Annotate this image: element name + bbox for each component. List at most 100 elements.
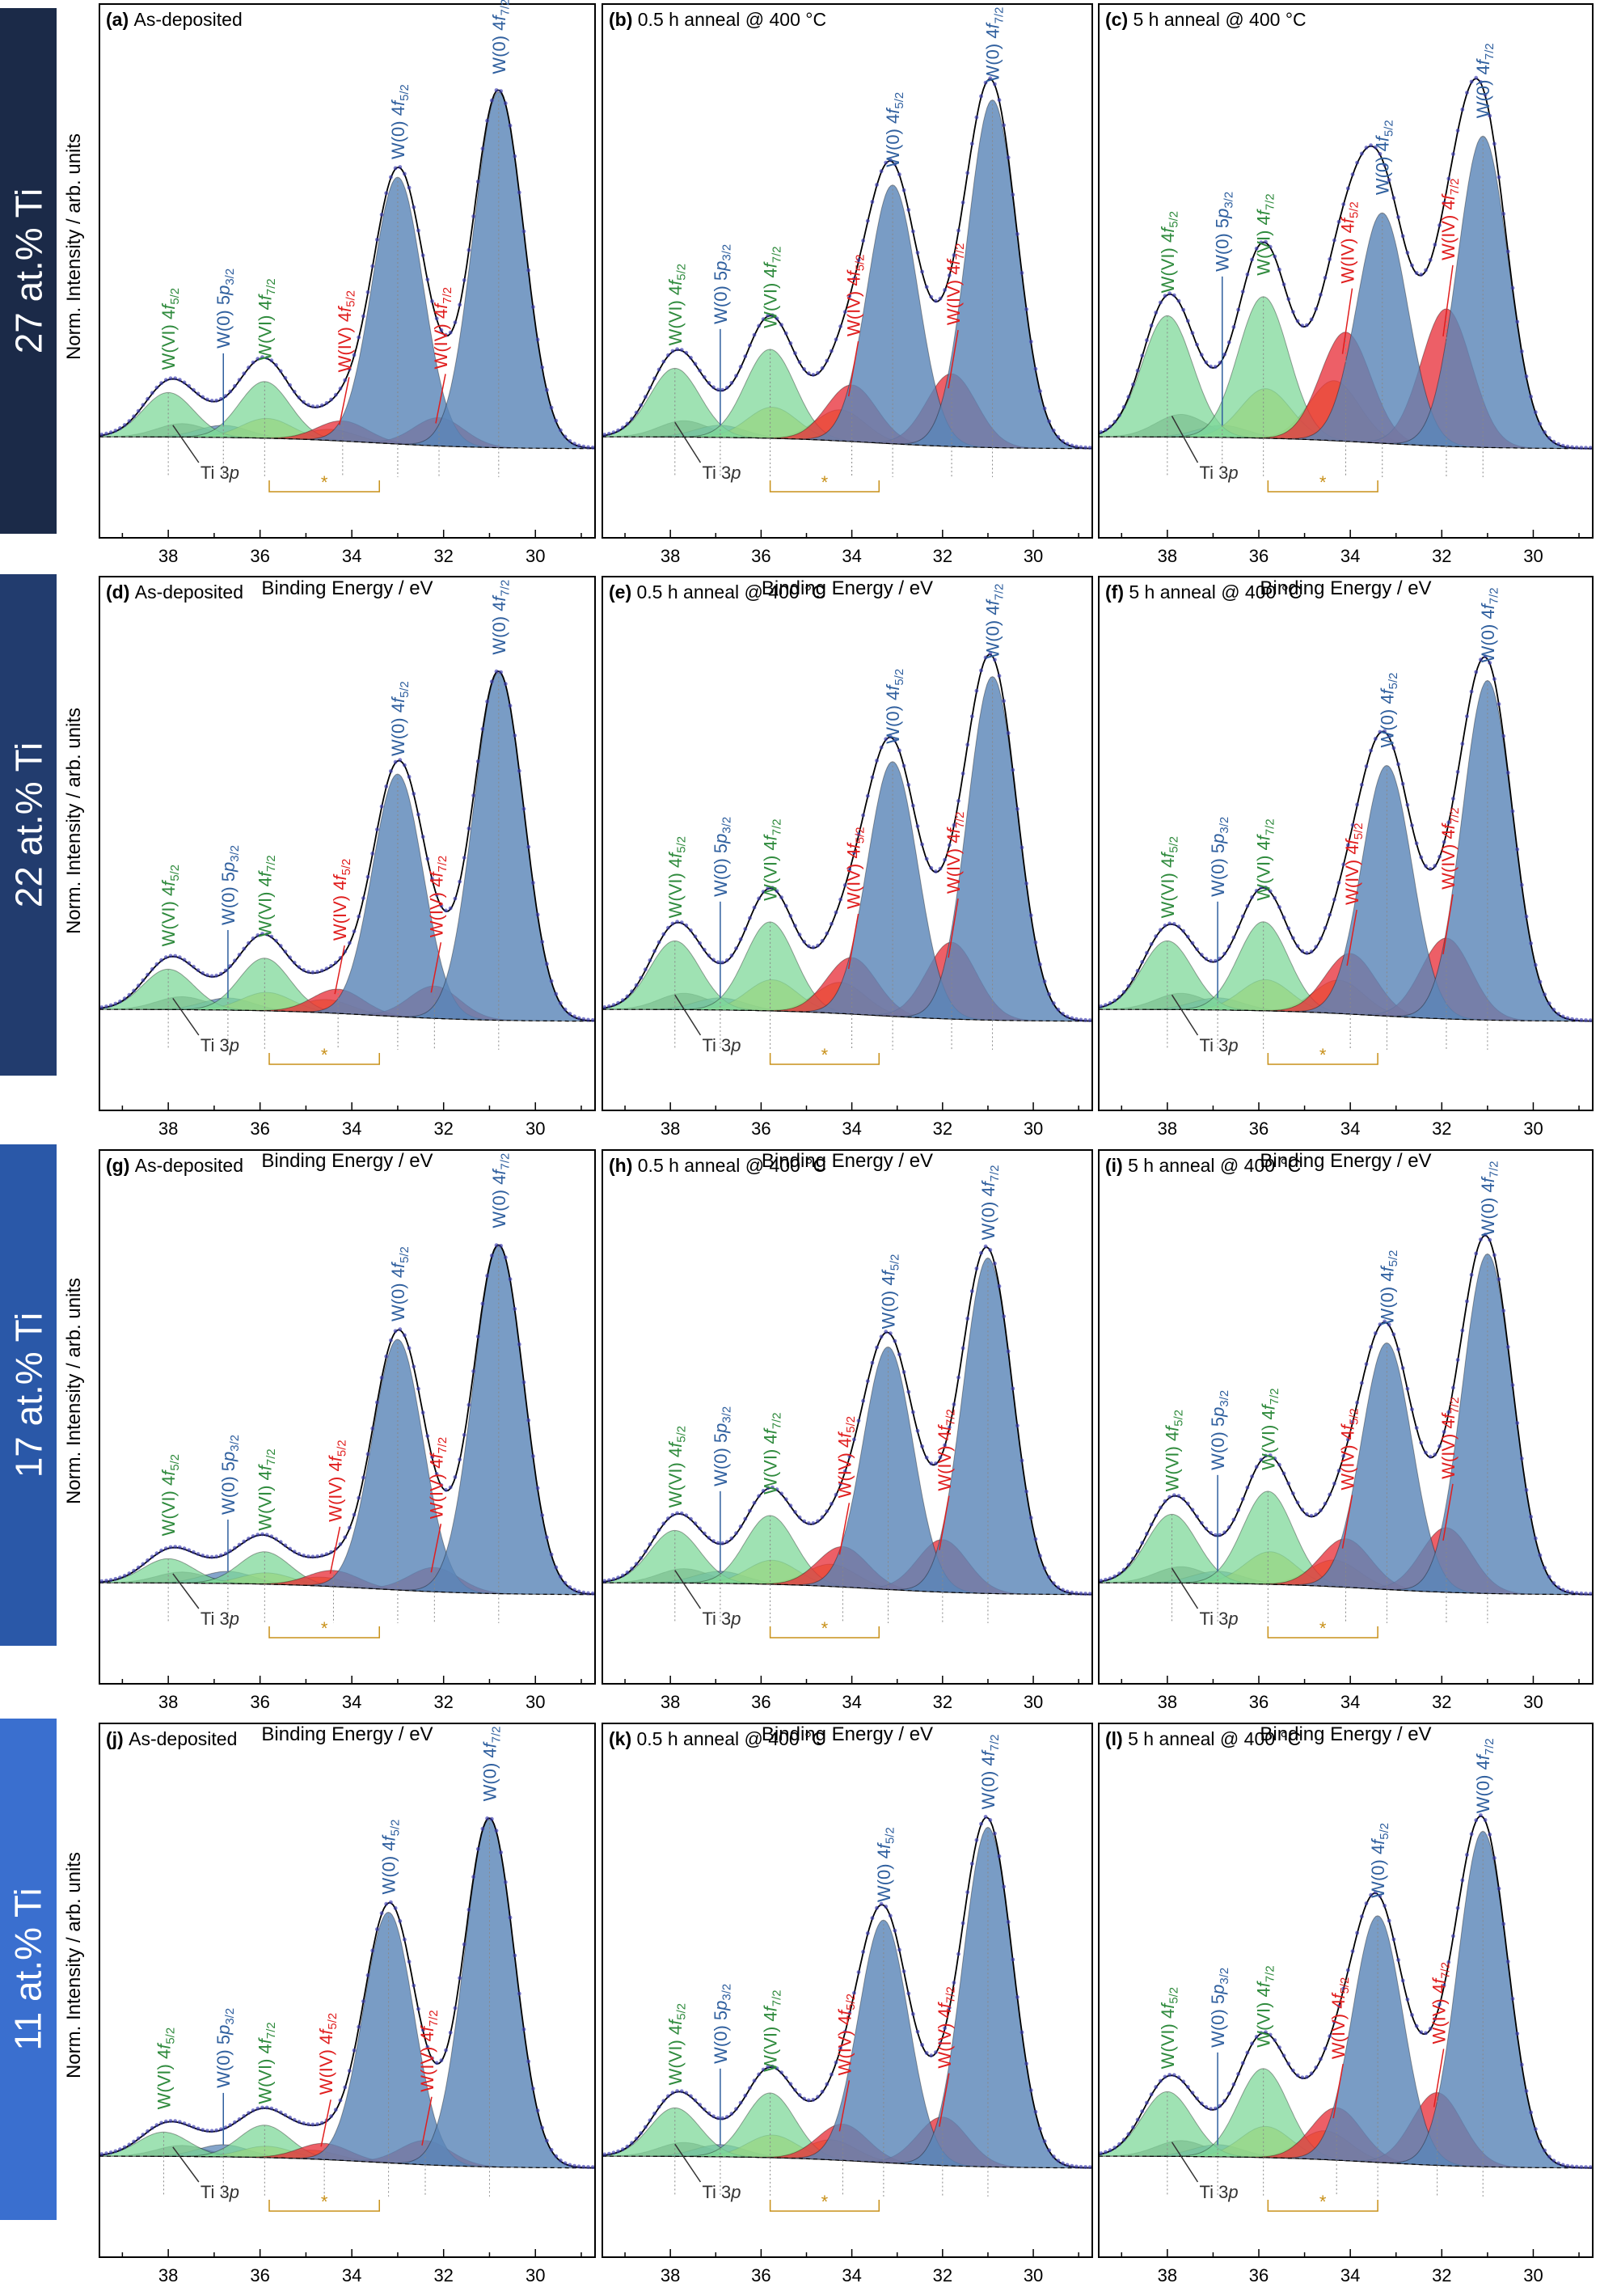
data-point [1483,1818,1488,1822]
data-point [480,1826,485,1831]
label-wvi-72: W(VI) 4f7/2 [1258,1388,1281,1469]
data-point [1524,914,1529,919]
data-point [956,798,960,803]
data-point [549,405,554,410]
tick-label: 38 [158,1692,178,1712]
data-point [416,228,420,233]
data-point [485,118,489,123]
data-point [168,376,173,381]
data-point [1492,1856,1497,1860]
data-point [1543,1566,1547,1570]
data-point [375,827,379,831]
data-point [1167,921,1172,926]
data-point [1469,79,1474,84]
data-point [554,1565,559,1570]
data-point [146,972,150,977]
data-point [1236,924,1240,929]
data-point [607,2151,611,2156]
data-point [255,1533,260,1537]
data-point [865,793,870,798]
data-point [1319,937,1323,941]
data-point [485,700,489,704]
data-points [602,651,1092,1022]
data-point [920,842,924,847]
data-point [1190,1507,1195,1512]
data-point [347,2069,352,2073]
satellite-star: * [821,1045,829,1065]
tick-label: 38 [661,1118,680,1139]
data-point [288,955,292,960]
data-point [1024,1489,1028,1494]
data-point [983,1815,988,1819]
data-point [1286,926,1291,931]
data-point [1024,307,1028,311]
data-point [1332,897,1336,902]
data-point [988,1818,993,1822]
data-point [1011,192,1015,197]
data-point [1328,257,1332,261]
label-w0-52: W(0) 4f5/2 [379,1820,403,1895]
data-point [666,1516,670,1520]
data-point [952,253,956,257]
data-point [661,932,666,937]
data-point [1373,737,1378,741]
data-point [1250,2041,1254,2046]
data-point [1364,764,1369,768]
data-point [389,769,393,773]
data-point [403,763,407,767]
data-point [150,966,154,971]
data-point [1428,867,1433,871]
data-point [425,856,430,861]
data-point [698,368,702,373]
data-point [1323,1501,1328,1506]
fit-envelope [602,1246,1093,1596]
data-point [1451,797,1455,801]
data-point [607,431,611,436]
label-wvi-72: W(VI) 4f7/2 [255,2022,278,2104]
data-point [1373,1890,1378,1895]
data-point [816,943,820,948]
data-point [526,2059,531,2064]
data-point [1314,1512,1319,1517]
data-point [1405,1386,1410,1391]
data-point [586,1591,590,1596]
leader-label-wiv-52 [847,913,859,970]
data-point [724,2115,729,2119]
data-point [1533,410,1538,415]
data-point [1414,841,1419,846]
data-point [1556,2161,1560,2166]
data-point [1240,2061,1245,2066]
data-point [1028,340,1033,344]
data-point [1414,1426,1419,1430]
data-point [1172,293,1176,298]
data-points [1099,1813,1593,2170]
data-point [1355,1400,1359,1405]
data-point [648,2118,652,2123]
label-ti3p: Ti 3p [201,2182,239,2202]
data-point [545,387,549,392]
data-point [462,1432,466,1437]
data-point [1226,944,1231,949]
data-point [108,2150,113,2154]
data-point [1006,1920,1011,1924]
data-point [1236,1507,1240,1512]
data-point [269,934,274,939]
data-point [1254,1465,1259,1469]
data-point [503,101,508,106]
data-point [554,418,559,423]
data-point [1383,1904,1387,1908]
data-point [315,404,319,408]
data-point [260,932,264,936]
data-point [187,961,192,966]
data-point [1547,1575,1551,1579]
label-w0-72: W(0) 4f7/2 [489,580,513,655]
data-point [652,2111,656,2116]
data-point [1149,323,1154,328]
data-point [104,2151,108,2156]
data-point [420,835,425,839]
tick-label: 34 [342,546,361,566]
data-point [223,2125,228,2130]
data-point [122,423,127,427]
